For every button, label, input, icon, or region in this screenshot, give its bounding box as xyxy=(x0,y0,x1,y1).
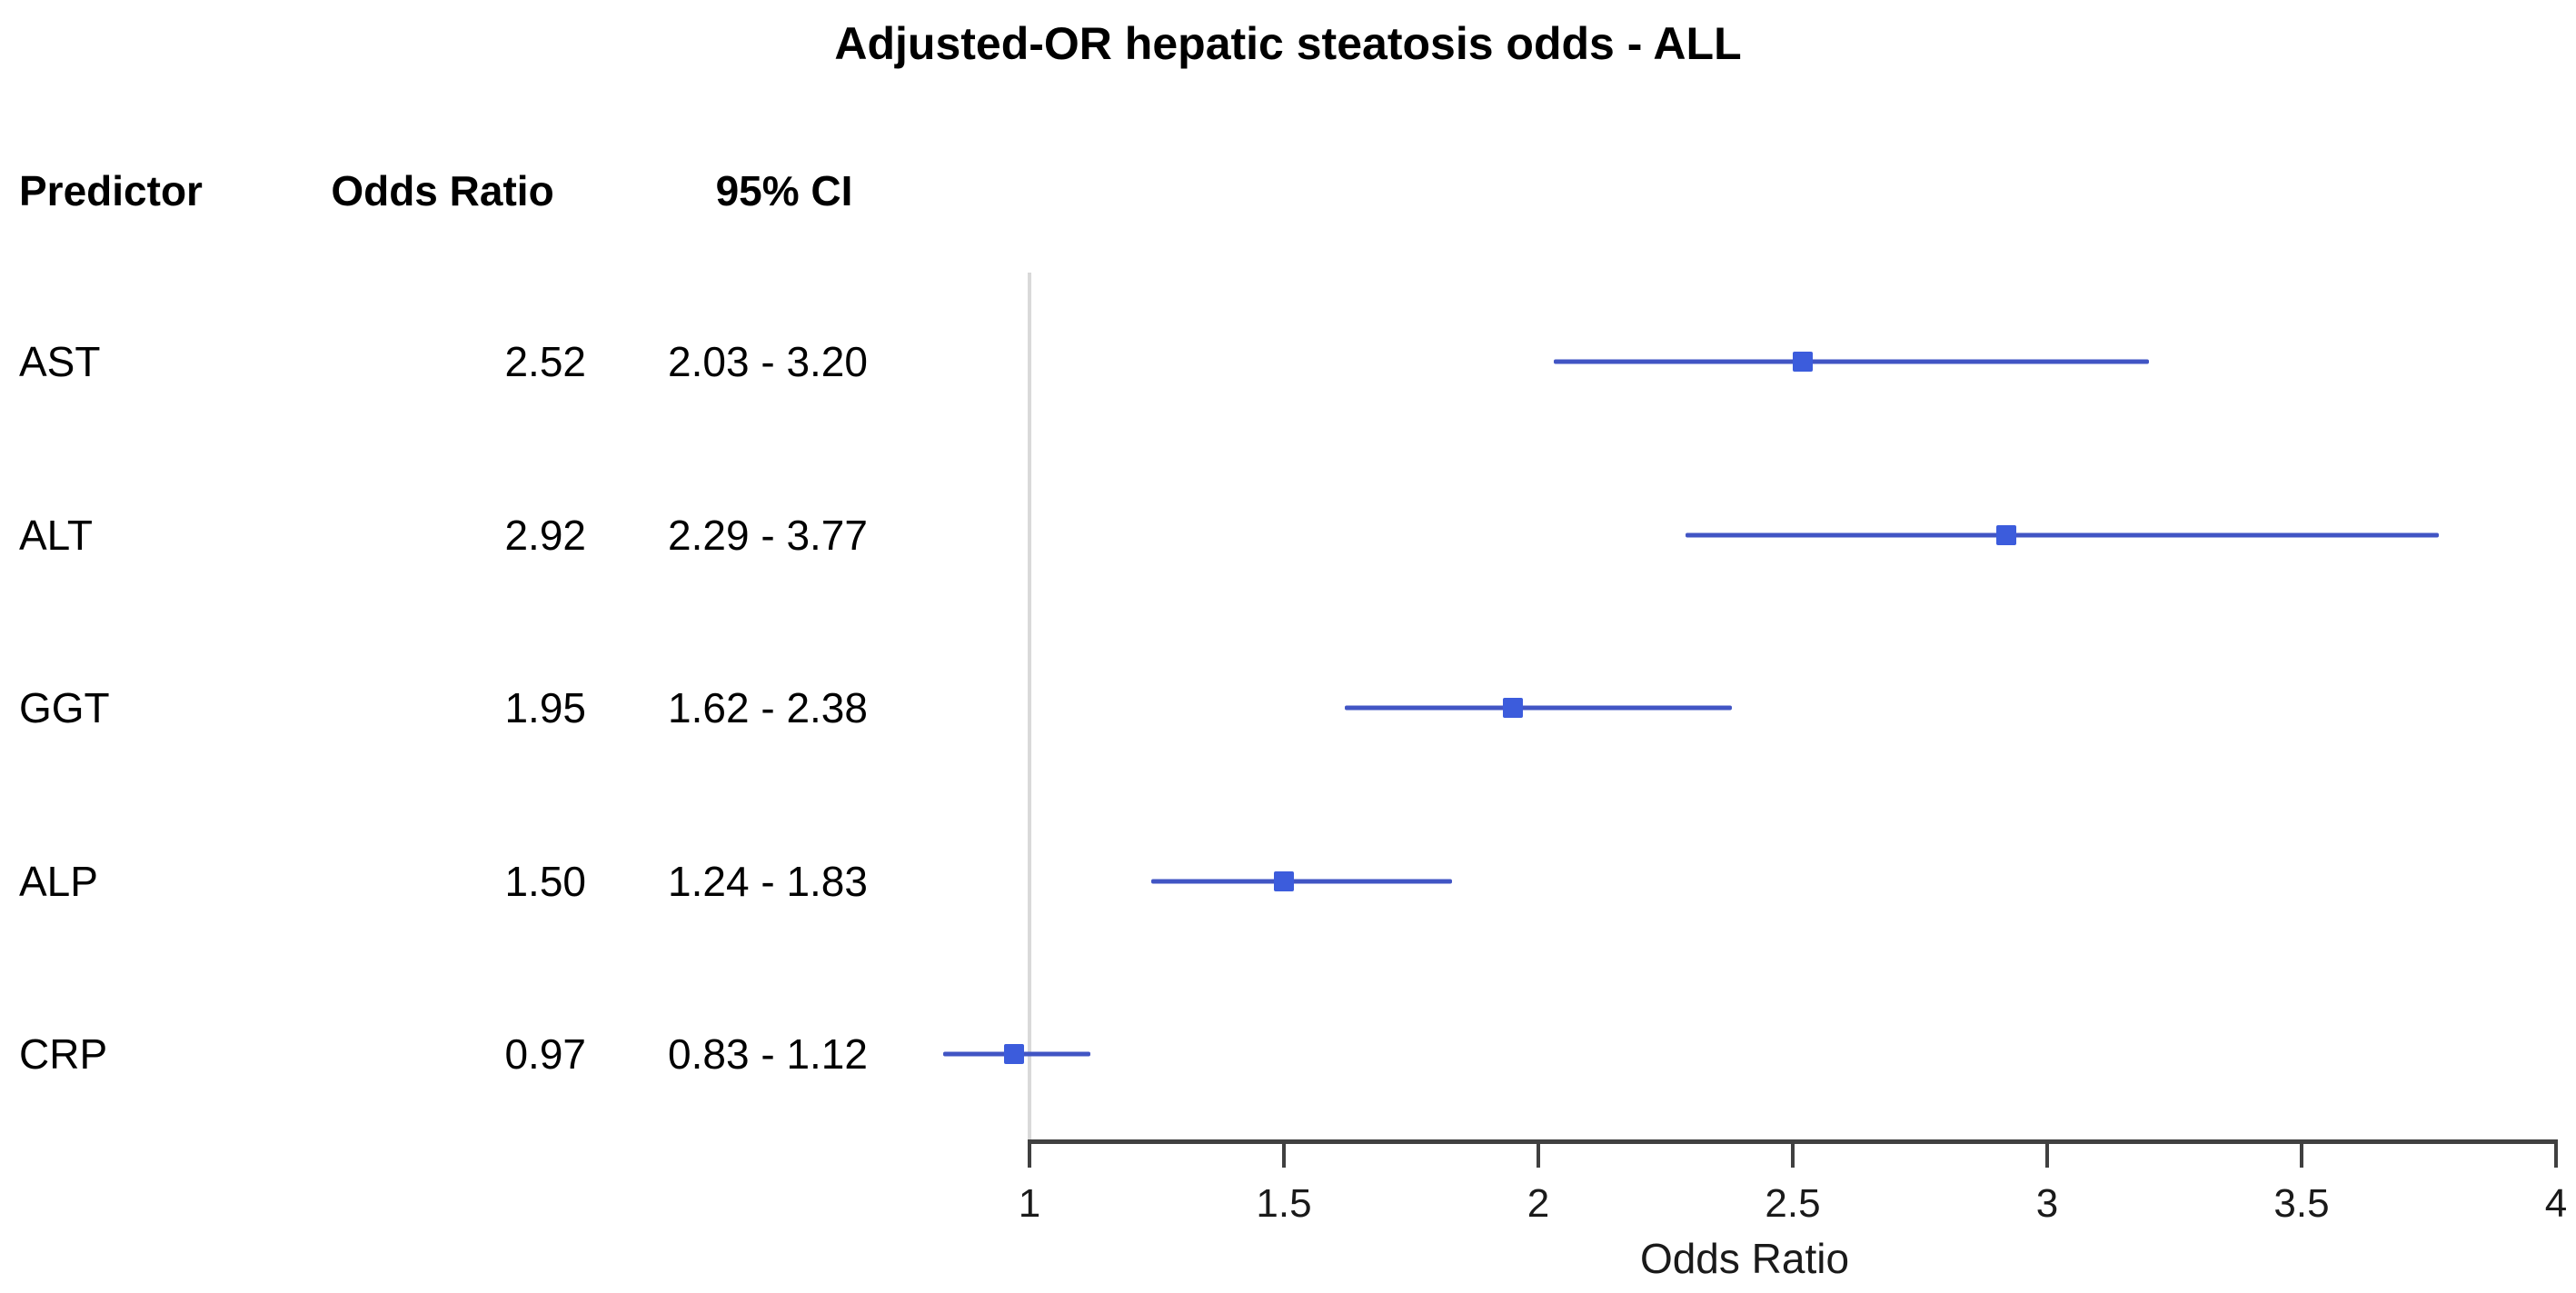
axis-tick-label: 3 xyxy=(2035,1181,2059,1226)
ci-line xyxy=(1345,705,1732,711)
ci-line xyxy=(1151,879,1452,883)
column-header-predictor: Predictor xyxy=(19,167,203,214)
ci-value: 2.03 - 3.20 xyxy=(668,338,868,385)
predictor-label: ALP xyxy=(19,857,98,905)
ci-value: 0.83 - 1.12 xyxy=(668,1030,868,1078)
axis-tick xyxy=(2300,1144,2303,1168)
axis-tick-label: 1.5 xyxy=(1256,1181,1312,1226)
axis-tick-label: 2 xyxy=(1527,1181,1550,1226)
or-marker xyxy=(1004,1044,1025,1064)
axis-tick xyxy=(2045,1144,2049,1168)
axis-tick xyxy=(1537,1144,1540,1168)
x-axis-label: Odds Ratio xyxy=(1639,1235,1850,1282)
ci-line xyxy=(1553,359,2149,364)
axis-tick-label: 2.5 xyxy=(1765,1181,1821,1226)
ci-line xyxy=(1686,532,2440,537)
axis-tick xyxy=(1791,1144,1795,1168)
axis-tick-label: 3.5 xyxy=(2273,1181,2330,1226)
ci-value: 1.62 - 2.38 xyxy=(668,684,868,731)
ci-value: 2.29 - 3.77 xyxy=(668,511,868,559)
column-header-odds-ratio: Odds Ratio xyxy=(331,167,554,214)
predictor-label: ALT xyxy=(19,511,93,559)
column-header-ci: 95% CI xyxy=(715,167,853,214)
predictor-label: CRP xyxy=(19,1030,108,1078)
or-marker xyxy=(1274,870,1294,891)
or-marker xyxy=(1793,352,1814,372)
axis-line xyxy=(1028,1139,2558,1144)
odds-ratio-value: 1.50 xyxy=(504,857,586,905)
predictor-label: GGT xyxy=(19,684,110,731)
axis-tick-label: 1 xyxy=(1018,1181,1041,1226)
predictor-label: AST xyxy=(19,338,101,385)
odds-ratio-value: 2.52 xyxy=(504,338,586,385)
reference-line xyxy=(1028,273,1031,1144)
axis-tick xyxy=(2554,1144,2558,1168)
odds-ratio-value: 1.95 xyxy=(504,684,586,731)
odds-ratio-value: 0.97 xyxy=(504,1030,586,1078)
or-marker xyxy=(1996,524,2017,545)
chart-title: Adjusted-OR hepatic steatosis odds - ALL xyxy=(834,18,1742,69)
ci-value: 1.24 - 1.83 xyxy=(668,857,868,905)
or-marker xyxy=(1503,698,1523,718)
axis-tick xyxy=(1028,1144,1031,1168)
axis-tick xyxy=(1282,1144,1286,1168)
axis-tick-label: 4 xyxy=(2544,1181,2568,1226)
odds-ratio-value: 2.92 xyxy=(504,511,586,559)
